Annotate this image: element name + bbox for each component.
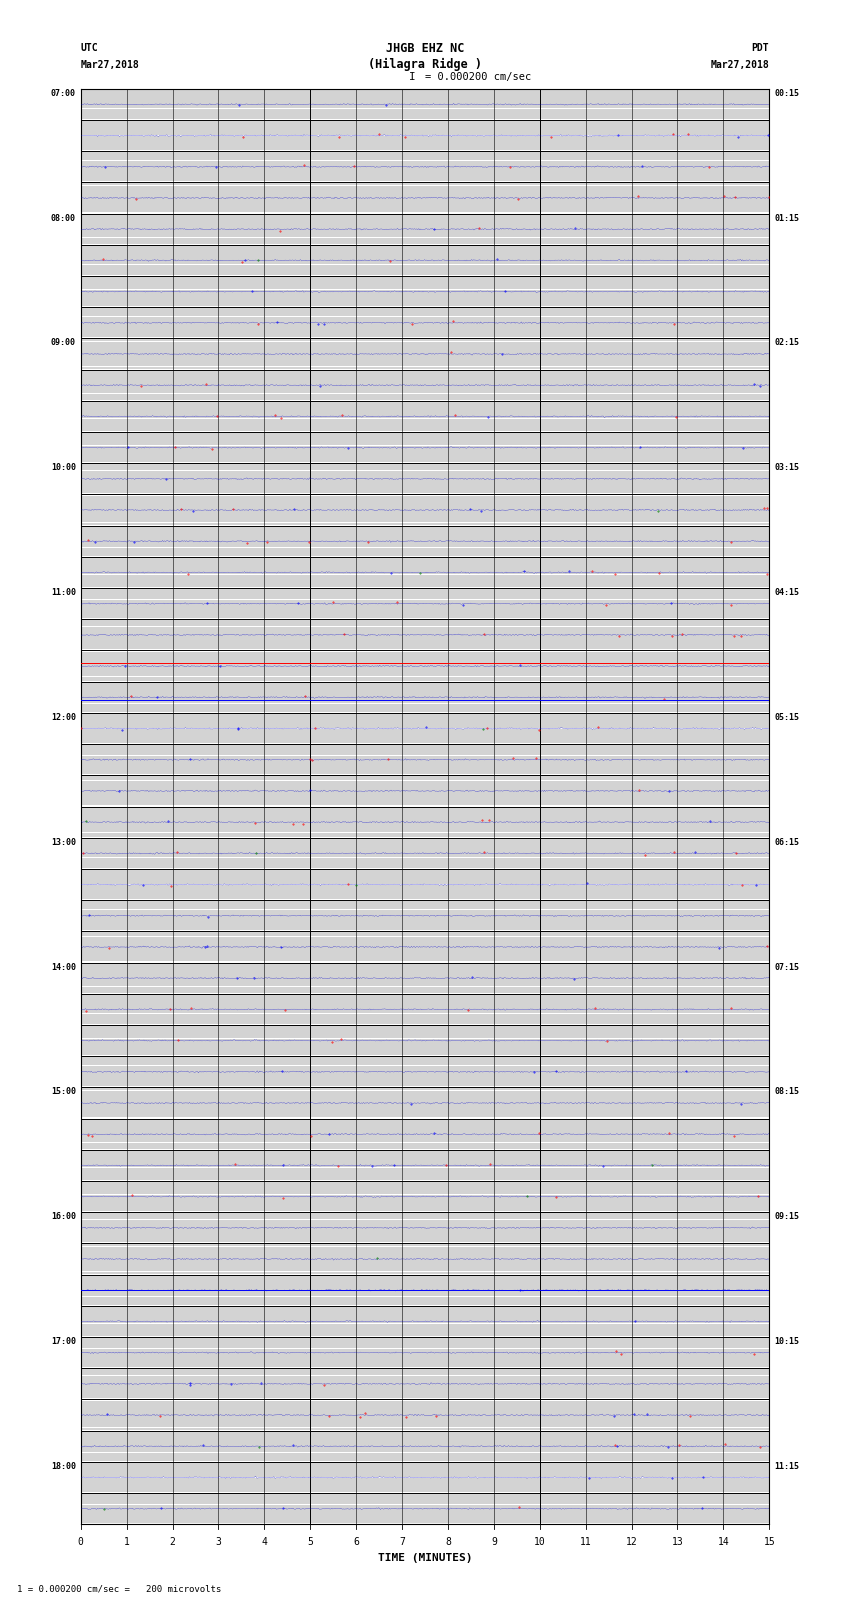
Text: 07:00: 07:00 xyxy=(51,89,76,98)
Text: 07:15: 07:15 xyxy=(774,963,799,971)
Text: 01:15: 01:15 xyxy=(774,213,799,223)
Text: 4: 4 xyxy=(262,1537,267,1547)
Text: 08:15: 08:15 xyxy=(774,1087,799,1097)
Text: 08:00: 08:00 xyxy=(51,213,76,223)
Text: 7: 7 xyxy=(400,1537,405,1547)
Text: Mar27,2018: Mar27,2018 xyxy=(81,60,139,69)
Text: 18:00: 18:00 xyxy=(51,1461,76,1471)
Text: 15: 15 xyxy=(763,1537,775,1547)
Text: 2: 2 xyxy=(170,1537,175,1547)
Text: 03:15: 03:15 xyxy=(774,463,799,473)
Text: 04:15: 04:15 xyxy=(774,589,799,597)
Text: 14: 14 xyxy=(717,1537,729,1547)
Text: 12:00: 12:00 xyxy=(51,713,76,723)
Text: 10:00: 10:00 xyxy=(51,463,76,473)
Text: 00:15: 00:15 xyxy=(774,89,799,98)
Text: 13:00: 13:00 xyxy=(51,837,76,847)
Text: 17:00: 17:00 xyxy=(51,1337,76,1345)
Text: 15:00: 15:00 xyxy=(51,1087,76,1097)
Text: 11:00: 11:00 xyxy=(51,589,76,597)
Text: JHGB EHZ NC: JHGB EHZ NC xyxy=(386,42,464,55)
Text: 8: 8 xyxy=(445,1537,451,1547)
Text: 09:15: 09:15 xyxy=(774,1213,799,1221)
Text: 09:00: 09:00 xyxy=(51,339,76,347)
Text: = 0.000200 cm/sec: = 0.000200 cm/sec xyxy=(425,73,531,82)
Text: 11:15: 11:15 xyxy=(774,1461,799,1471)
Text: 05:15: 05:15 xyxy=(774,713,799,723)
Text: (Hilagra Ridge ): (Hilagra Ridge ) xyxy=(368,58,482,71)
Text: 10:15: 10:15 xyxy=(774,1337,799,1345)
Text: 0: 0 xyxy=(78,1537,83,1547)
Text: 1 = 0.000200 cm/sec =   200 microvolts: 1 = 0.000200 cm/sec = 200 microvolts xyxy=(17,1584,221,1594)
Text: 5: 5 xyxy=(308,1537,313,1547)
Text: 12: 12 xyxy=(626,1537,638,1547)
Text: 9: 9 xyxy=(491,1537,496,1547)
Text: 11: 11 xyxy=(580,1537,592,1547)
Text: 13: 13 xyxy=(672,1537,683,1547)
Text: 16:00: 16:00 xyxy=(51,1213,76,1221)
Text: 02:15: 02:15 xyxy=(774,339,799,347)
Text: 1: 1 xyxy=(124,1537,129,1547)
Text: 06:15: 06:15 xyxy=(774,837,799,847)
Text: PDT: PDT xyxy=(751,44,769,53)
Text: 14:00: 14:00 xyxy=(51,963,76,971)
Text: UTC: UTC xyxy=(81,44,99,53)
Text: Mar27,2018: Mar27,2018 xyxy=(711,60,769,69)
Text: 3: 3 xyxy=(216,1537,221,1547)
Text: TIME (MINUTES): TIME (MINUTES) xyxy=(377,1553,473,1563)
Text: 10: 10 xyxy=(534,1537,546,1547)
Text: 6: 6 xyxy=(354,1537,359,1547)
Text: I: I xyxy=(409,73,416,82)
